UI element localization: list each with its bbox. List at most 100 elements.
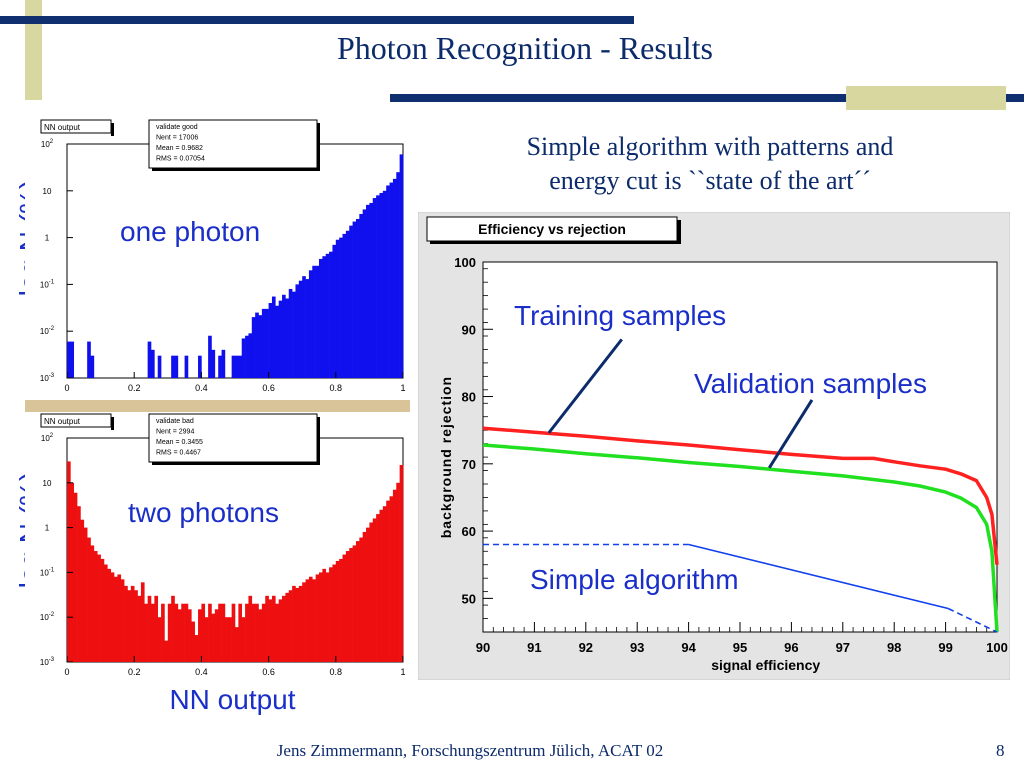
- hist-bar: [80, 519, 85, 662]
- hist-bar: [308, 576, 313, 662]
- footer-text: Jens Zimmermann, Forschungszentrum Jülic…: [276, 741, 664, 760]
- hist-bar: [154, 595, 159, 662]
- hist-bar: [339, 558, 343, 662]
- hist-bar: [355, 541, 360, 662]
- hist-bar: [352, 545, 357, 662]
- hist-bar: [285, 298, 290, 378]
- hist-bar: [231, 355, 236, 378]
- bottom-khaki-bar: [846, 86, 1006, 110]
- hist-bar: [295, 587, 300, 662]
- hist-bar: [282, 595, 286, 662]
- y-tick-label: 90: [462, 322, 476, 337]
- hist-bar: [191, 621, 195, 662]
- hist-x-tick-label: 0.2: [128, 667, 141, 677]
- chart-title-shadow: [677, 220, 681, 244]
- hist-bar: [134, 590, 138, 662]
- hist-y-tick-label: 10-3: [40, 373, 55, 383]
- hist-y-tick-label: 1: [45, 234, 50, 243]
- hist-bar: [221, 603, 226, 662]
- hist-y-tick-label: 102: [41, 139, 54, 149]
- hist-bar: [184, 355, 189, 378]
- x-tick-label: 93: [630, 640, 644, 655]
- hist-x-tick-label: 0.8: [330, 667, 343, 677]
- hist-bar: [332, 564, 337, 662]
- hist-bar: [181, 603, 185, 662]
- hist-bar: [396, 172, 400, 378]
- hist-stats-line: Nent = 17006: [156, 135, 198, 142]
- hist-x-tick-label: 0.2: [128, 383, 141, 393]
- hist-bar: [157, 355, 162, 378]
- histogram-two-photons: 0 0.2 0.4 0.6 0.8 1 10-3 10-2 10-1 1 10 102 NN outpu…: [25, 412, 410, 684]
- hist-stats-line: RMS = 0.07054: [156, 156, 205, 163]
- hist-bar: [342, 233, 347, 378]
- hist-bar: [235, 627, 239, 662]
- hist-bar: [292, 585, 296, 662]
- hist-bar: [238, 355, 243, 378]
- hist-bar: [315, 574, 320, 662]
- chart-title-box: [426, 216, 678, 242]
- hist-bar: [261, 603, 266, 662]
- hist-bar: [275, 305, 279, 378]
- hist-bar: [352, 221, 357, 378]
- hist-bar: [389, 182, 394, 378]
- y-tick-label: 80: [462, 390, 476, 405]
- hist-bar: [345, 551, 350, 662]
- histogram-one-photon-label: one photon: [120, 216, 261, 247]
- hist-bar: [218, 355, 222, 378]
- hist-bar: [117, 574, 122, 662]
- series-simple-algorithm-solid: [688, 543, 949, 610]
- hist-bar: [90, 545, 95, 662]
- hist-bar: [359, 213, 363, 378]
- hist-bar: [292, 291, 296, 378]
- hist-bar: [312, 579, 316, 662]
- hist-bar: [298, 280, 303, 378]
- hist-bar: [258, 609, 263, 662]
- hist-x-tick-label: 1: [400, 667, 405, 677]
- hist-stats-shadow-bottom: [152, 168, 320, 171]
- hist-stats-shadow: [317, 123, 320, 171]
- hist-bar: [167, 603, 172, 662]
- hist-bar: [251, 317, 256, 378]
- hist-stats-box: [148, 119, 318, 169]
- hist-y-tick-label: 10: [43, 479, 52, 488]
- hist-title: NN output: [44, 123, 81, 132]
- hist-bar: [231, 603, 236, 662]
- hist-bar: [151, 603, 155, 662]
- hist-bar: [77, 506, 81, 662]
- hist-bar: [369, 522, 374, 662]
- hist-bar: [325, 572, 330, 662]
- hist-bar: [144, 603, 148, 662]
- top-navy-bar: [0, 16, 634, 24]
- x-tick-label: 96: [784, 640, 798, 655]
- x-axis-title: signal efficiency: [711, 657, 820, 673]
- hist-bar: [87, 537, 91, 662]
- histogram-separator: [25, 400, 410, 412]
- efficiency-chart: Efficiency vs rejection 90 91 92 93 94 95 96 97 9…: [417, 211, 1011, 681]
- histogram-two-photons-svg: 0 0.2 0.4 0.6 0.8 1 10-3 10-2 10-1 1 10 102 NN outpu…: [25, 412, 410, 684]
- x-tick-label: 94: [681, 640, 696, 655]
- pointer-training-samples: [547, 338, 623, 434]
- y-tick-label: 100: [454, 255, 476, 270]
- hist-bar: [271, 296, 276, 378]
- hist-bar: [238, 603, 243, 662]
- hist-bar: [302, 276, 306, 378]
- hist-x-tick-label: 1: [400, 383, 405, 393]
- hist-bar: [83, 527, 88, 662]
- hist-bar: [382, 190, 387, 378]
- hist-bar: [278, 599, 283, 662]
- bottom-navy-bar: [390, 94, 1024, 102]
- hist-x-tick-label: 0.6: [262, 667, 275, 677]
- hist-bar: [208, 603, 212, 662]
- hist-bar: [248, 333, 253, 378]
- top-khaki-bar: [25, 0, 42, 100]
- y-tick-label: 70: [462, 457, 476, 472]
- hist-title-shadow: [111, 123, 114, 136]
- hist-bar: [171, 595, 175, 662]
- chart-plot-area: [482, 261, 998, 633]
- histogram-one-photon: 0 0.2 0.4 0.6 0.8 1 10-3 10-2 10-1 1 10 102 NN outpu…: [25, 118, 410, 400]
- hist-bar: [255, 312, 259, 378]
- hist-stats-shadow: [317, 417, 320, 465]
- hist-bar: [325, 253, 330, 378]
- x-tick-label: 95: [733, 640, 747, 655]
- hist-bar: [208, 335, 212, 378]
